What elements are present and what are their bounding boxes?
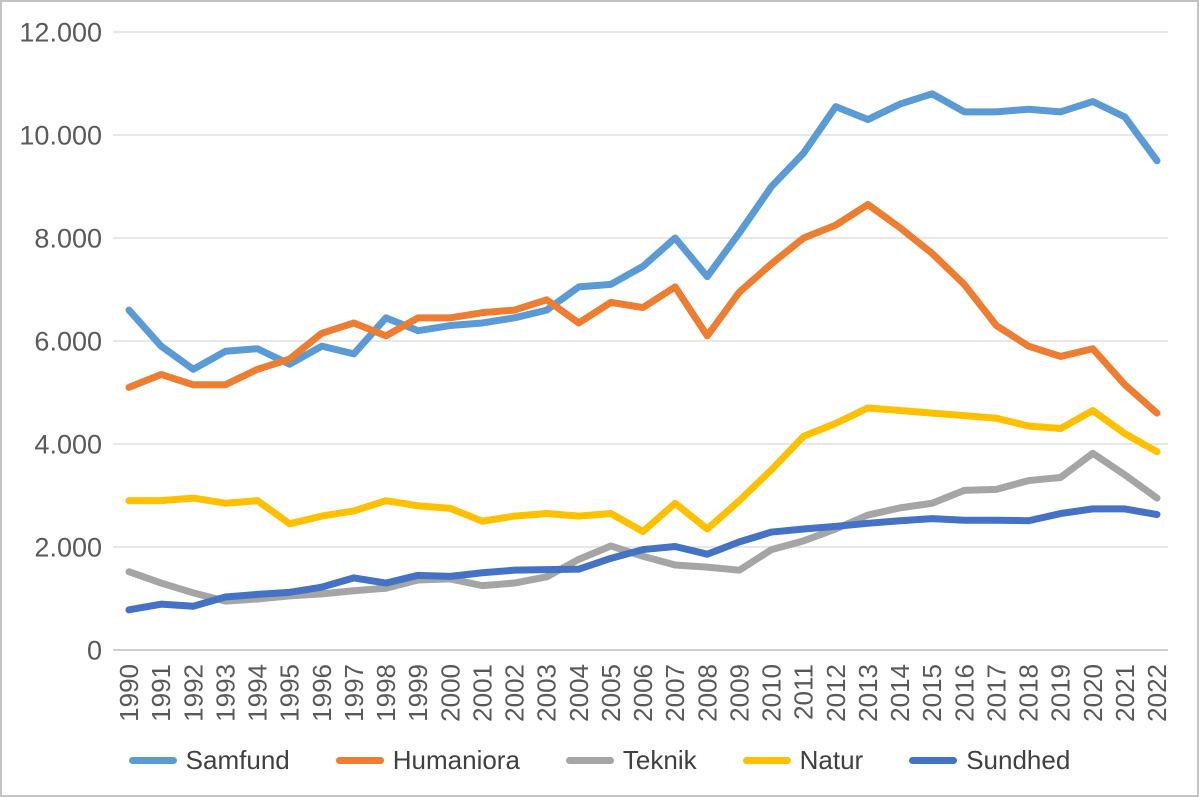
x-axis-tick-label-1992: 1992 [178, 664, 208, 722]
y-axis-tick-label: 10.000 [19, 120, 102, 150]
x-axis-tick-label-2022: 2022 [1142, 664, 1172, 722]
y-axis-tick-label: 0 [87, 635, 102, 665]
x-axis-tick-label-2009: 2009 [724, 664, 754, 722]
x-axis-tick-label-2019: 2019 [1046, 664, 1076, 722]
legend-line-swatch-humaniora [335, 756, 384, 764]
x-axis-tick-label-2002: 2002 [500, 664, 530, 722]
series-line-natur [125, 404, 1161, 536]
legend-line-swatch-teknik [565, 756, 614, 764]
y-axis-tick-label: 4.000 [34, 429, 102, 459]
legend-item-teknik: Teknik [565, 745, 697, 775]
x-axis-tick-label-2021: 2021 [1110, 664, 1140, 722]
legend-line-swatch-natur [742, 756, 791, 764]
chart-legend: Samfund Humaniora Teknik Natur Sundhed [2, 738, 1197, 782]
legend-label: Teknik [622, 745, 697, 775]
x-axis-tick-label-1994: 1994 [243, 664, 273, 722]
y-axis-tick-label: 2.000 [34, 532, 102, 562]
legend-label: Natur [799, 745, 864, 775]
y-axis-tick-label: 8.000 [34, 223, 102, 253]
legend-label: Humaniora [392, 745, 520, 775]
x-axis-tick-label-1995: 1995 [275, 664, 305, 722]
legend-item-sundhed: Sundhed [909, 747, 1070, 773]
legend-label: Samfund [185, 745, 290, 775]
legend-line-swatch-sundhed [909, 756, 958, 764]
x-axis-tick-label-2001: 2001 [467, 664, 497, 722]
x-axis-tick-label-2007: 2007 [660, 664, 690, 722]
x-axis-tick-label-2003: 2003 [532, 664, 562, 722]
legend-item-humaniora: Humaniora [335, 745, 520, 775]
x-axis-tick-label-2013: 2013 [853, 664, 883, 722]
x-axis-tick-label-1991: 1991 [146, 664, 176, 722]
x-axis-tick-label-1998: 1998 [371, 664, 401, 722]
x-axis-tick-label-2018: 2018 [1014, 664, 1044, 722]
x-axis-tick-label-2006: 2006 [628, 664, 658, 722]
series-line-humaniora [125, 201, 1161, 417]
x-axis-tick-label-1993: 1993 [210, 664, 240, 722]
x-axis-tick-label-1997: 1997 [339, 664, 369, 722]
y-axis-tick-label: 6.000 [34, 326, 102, 356]
x-axis-tick-label-2000: 2000 [435, 664, 465, 722]
x-axis-tick-label-2014: 2014 [885, 664, 915, 722]
legend-line-swatch-samfund [128, 756, 177, 764]
legend-item-natur: Natur [742, 745, 864, 775]
legend-label: Sundhed [966, 745, 1071, 775]
x-axis-tick-label-2011: 2011 [789, 664, 819, 720]
x-axis-tick-label-2012: 2012 [821, 664, 851, 722]
x-axis-tick-label-2015: 2015 [917, 664, 947, 722]
x-axis-tick-label-2017: 2017 [981, 664, 1011, 722]
legend-item-samfund: Samfund [128, 745, 290, 775]
x-axis-tick-label-2008: 2008 [692, 664, 722, 722]
x-axis-tick-label-2020: 2020 [1078, 664, 1108, 722]
x-axis-tick-label-2005: 2005 [596, 664, 626, 722]
x-axis-tick-label-2004: 2004 [564, 664, 594, 722]
x-axis-tick-label-2016: 2016 [949, 664, 979, 722]
series-line-sundhed [125, 505, 1161, 614]
x-axis-tick-label-1996: 1996 [307, 664, 337, 722]
x-axis-tick-label-1990: 1990 [114, 664, 144, 722]
y-axis-tick-label: 12.000 [19, 17, 102, 47]
x-axis-tick-label-1999: 1999 [403, 664, 433, 722]
series-line-samfund [125, 90, 1161, 373]
series-line-teknik [125, 449, 1161, 605]
x-axis-tick-label-2010: 2010 [757, 664, 787, 722]
